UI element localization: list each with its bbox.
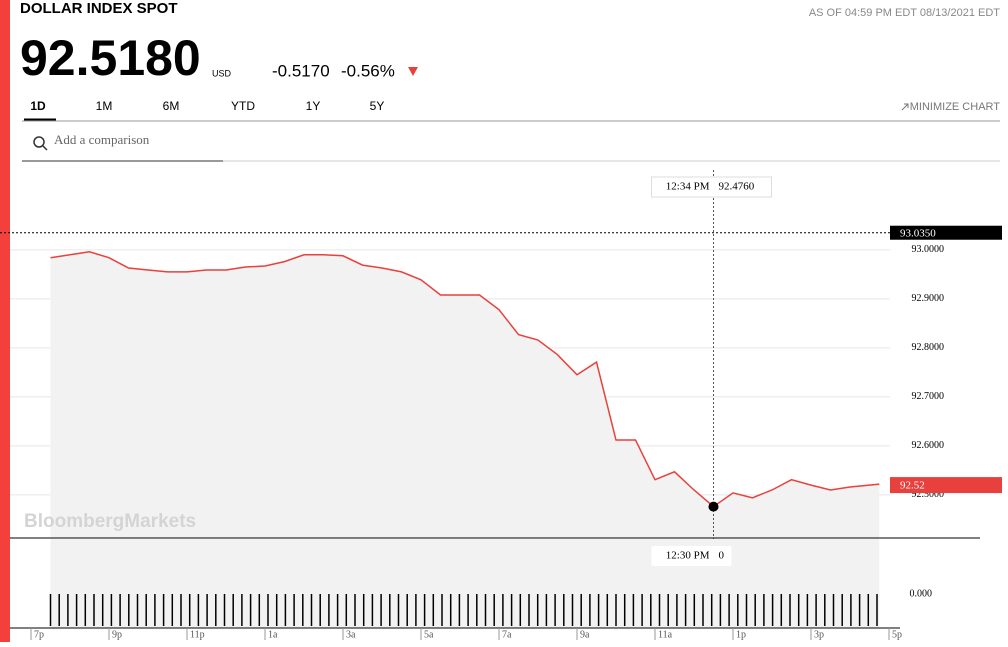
- volume-time: 12:30 PM: [666, 550, 710, 562]
- x-tick-label: 11a: [658, 629, 673, 640]
- search-icon: [33, 136, 45, 148]
- x-tick-label: 11p: [190, 629, 205, 640]
- volume-area: [50, 539, 880, 628]
- as-of: AS OF 04:59 PM EDT 08/13/2021 EDT: [809, 7, 1000, 19]
- crosshair-box: [651, 176, 772, 198]
- x-tick-label: 5p: [892, 629, 902, 640]
- tabs: 1D 1M 6M YTD 1Y 5Y: [24, 99, 385, 122]
- watermark: BloombergMarkets: [24, 511, 196, 532]
- y-tick-label: 92.8000: [912, 342, 945, 353]
- y-tick-label: 92.6000: [912, 440, 945, 451]
- last-price-label: 92.52: [900, 480, 925, 492]
- minimize[interactable]: MINIMIZE CHART: [910, 101, 1001, 113]
- x-tick-label: 9p: [112, 629, 122, 640]
- previous-close-label: 93.0350: [900, 227, 936, 239]
- line: [50, 251, 880, 508]
- volume-tick-label: 0.000: [910, 588, 933, 599]
- currency: USD: [212, 68, 232, 78]
- tab[interactable]: 6M: [163, 99, 180, 113]
- change-pct: -0.56%: [341, 61, 395, 80]
- y-tick-label: 93.0000: [912, 244, 945, 255]
- tab[interactable]: 1Y: [306, 99, 321, 113]
- x-tick-label: 1a: [268, 629, 278, 640]
- volume-value: 0: [719, 550, 725, 562]
- crosshair-price: 92.4760: [719, 181, 755, 193]
- previous-close-box: [890, 225, 1002, 240]
- plot: 93.0000 92.9000 92.8000 92.7000 92.6000 92.50…: [0, 170, 1002, 640]
- search-icon: [42, 145, 48, 151]
- x-tick-label: 7p: [34, 629, 44, 640]
- last-price-box: [890, 477, 1002, 494]
- area: [50, 251, 880, 539]
- down-arrow: [408, 67, 418, 76]
- tab[interactable]: YTD: [231, 99, 255, 113]
- y-tick-label: 92.9000: [912, 293, 945, 304]
- crosshair-time: 12:34 PM: [666, 181, 710, 193]
- title: DOLLAR INDEX SPOT: [20, 0, 178, 17]
- x-tick-label: 7a: [502, 629, 512, 640]
- volume-box: [651, 546, 732, 566]
- x-tick-label: 3p: [814, 629, 824, 640]
- crosshair-point: [708, 501, 719, 512]
- y-tick-label: 92.5000: [912, 489, 945, 500]
- minimize-icon: [901, 103, 909, 111]
- y-tick-label: 92.7000: [912, 391, 945, 402]
- search-input[interactable]: Add a comparison: [54, 132, 150, 147]
- accent-bar: [0, 0, 10, 642]
- x-tick-label: 1p: [736, 629, 746, 640]
- x-tick-label: 9a: [580, 629, 590, 640]
- tab[interactable]: 5Y: [370, 99, 385, 113]
- change: -0.5170: [272, 61, 330, 80]
- price: 92.5180: [20, 30, 201, 86]
- x-tick-label: 5a: [424, 629, 434, 640]
- x-tick-label: 3a: [346, 629, 356, 640]
- tab[interactable]: 1M: [96, 99, 113, 113]
- tab[interactable]: 1D: [30, 99, 46, 113]
